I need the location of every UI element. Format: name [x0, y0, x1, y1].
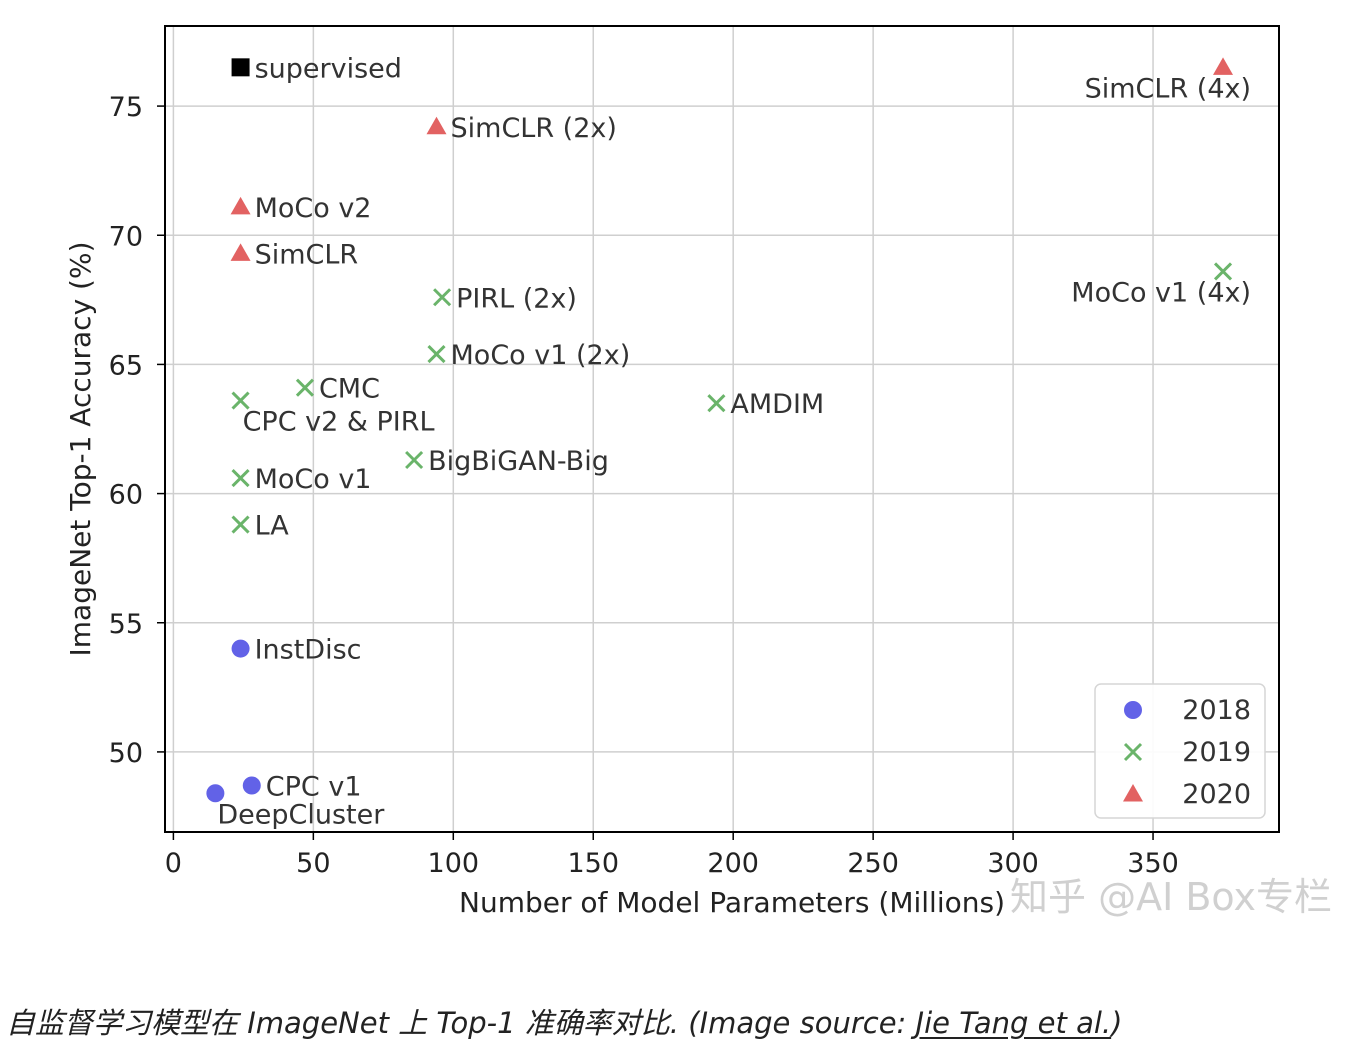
y-tick-label: 50	[109, 738, 143, 769]
point-label: SimCLR (2x)	[451, 113, 617, 144]
data-point	[230, 196, 251, 215]
x-tick-label: 250	[847, 848, 899, 879]
figure-caption: 自监督学习模型在 ImageNet 上 Top-1 准确率对比. (Image …	[6, 1000, 1346, 1042]
legend-marker	[1124, 701, 1142, 719]
data-point	[295, 378, 315, 397]
data-point	[427, 345, 446, 364]
point-labels: supervised SimCLR (4x) SimCLR (2x) MoCo v2 S…	[217, 53, 1251, 830]
y-tick-label: 70	[109, 221, 143, 252]
point-label: MoCo v1 (2x)	[451, 340, 631, 371]
data-point	[426, 116, 447, 135]
data-point	[242, 776, 261, 795]
point-label: CPC v2 & PIRL	[243, 407, 435, 438]
legend-label: 2020	[1182, 779, 1251, 810]
plot-frame	[164, 25, 1280, 833]
data-point	[231, 58, 250, 77]
source-link[interactable]: Jie Tang et al.	[915, 1006, 1112, 1040]
data-points	[206, 57, 1234, 803]
x-tick-label: 150	[567, 848, 619, 879]
x-tick-label: 100	[428, 848, 480, 879]
y-axis-label: ImageNet Top-1 Accuracy (%)	[64, 242, 97, 657]
legend-marker	[1123, 784, 1143, 802]
y-tick-label: 60	[109, 480, 143, 511]
x-tick-label: 200	[707, 848, 759, 879]
data-point	[1213, 262, 1233, 281]
point-label: CMC	[319, 374, 380, 405]
point-label: SimCLR (4x)	[1085, 73, 1251, 104]
data-point	[230, 243, 251, 261]
x-tick-label: 0	[165, 848, 182, 879]
point-label: CPC v1	[266, 772, 362, 803]
legend: 2018 2019 2020	[1094, 683, 1266, 819]
x-tick-label: 300	[987, 848, 1039, 879]
data-point	[405, 450, 424, 470]
watermark: 知乎 @AI Box专栏	[1010, 875, 1332, 919]
scatter-chart: 0 50 100 150 200 250 300 350 50 55 60 65 70 75 superv…	[64, 25, 1280, 919]
grid-lines	[165, 26, 1279, 832]
point-label: BigBiGAN-Big	[428, 446, 609, 477]
point-label: DeepCluster	[217, 799, 385, 830]
legend-label: 2018	[1182, 695, 1251, 726]
data-point	[433, 288, 452, 307]
point-label: MoCo v1 (4x)	[1071, 277, 1251, 308]
x-tick-label: 350	[1127, 848, 1179, 879]
data-point	[231, 515, 250, 534]
data-point	[206, 784, 225, 803]
legend-marker	[1123, 742, 1143, 762]
data-point	[707, 394, 726, 413]
x-tick-label: 50	[296, 848, 330, 879]
point-label: SimCLR	[255, 239, 359, 270]
point-label: AMDIM	[730, 389, 824, 420]
data-point	[231, 391, 250, 410]
data-point	[1213, 57, 1234, 75]
x-axis-label: Number of Model Parameters (Millions)	[459, 886, 1005, 919]
point-label: LA	[255, 511, 290, 542]
data-point	[231, 469, 250, 488]
point-label: MoCo v1	[255, 464, 372, 495]
y-tick-label: 55	[109, 609, 143, 640]
axis-ticks: 0 50 100 150 200 250 300 350 50 55 60 65 70 75	[109, 92, 1179, 879]
point-label: supervised	[255, 53, 402, 84]
legend-label: 2019	[1182, 737, 1251, 768]
data-point	[231, 639, 250, 658]
y-tick-label: 75	[109, 92, 143, 123]
point-label: PIRL (2x)	[456, 283, 577, 314]
caption-suffix: )	[1111, 1006, 1123, 1040]
point-label: InstDisc	[255, 635, 362, 666]
caption-text: 自监督学习模型在 ImageNet 上 Top-1 准确率对比. (Image …	[6, 1006, 916, 1040]
y-tick-label: 65	[109, 350, 143, 381]
point-label: MoCo v2	[255, 193, 372, 224]
